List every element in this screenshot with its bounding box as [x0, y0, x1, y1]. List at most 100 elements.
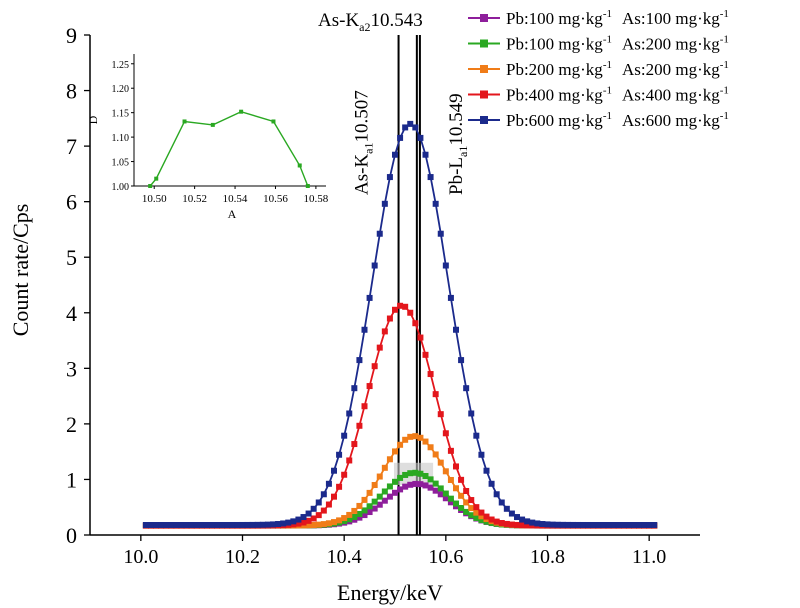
legend-entry: Pb:600 mg·kg-1 As:600 mg·kg-1 — [468, 110, 729, 130]
reference-label: As-Ka110.507 — [352, 90, 376, 195]
data-point — [453, 463, 459, 470]
data-point — [407, 120, 414, 127]
data-point — [371, 498, 378, 505]
data-point — [376, 501, 383, 508]
data-point — [315, 512, 322, 519]
data-point — [193, 521, 200, 528]
data-point — [153, 522, 160, 528]
data-point — [437, 230, 444, 237]
data-point — [188, 522, 195, 528]
inset-data-point — [182, 119, 187, 124]
data-point — [386, 315, 393, 322]
data-point — [503, 520, 510, 527]
legend-label: Pb:600 mg·kg-1 As:600 mg·kg-1 — [506, 110, 729, 130]
data-point — [290, 518, 297, 525]
data-point — [595, 521, 602, 528]
data-point — [585, 521, 592, 528]
data-point — [361, 403, 368, 410]
data-point — [386, 493, 393, 500]
legend-pb: Pb:100 mg·kg — [506, 9, 603, 28]
data-point — [142, 522, 149, 528]
legend-as: As:200 mg·kg — [622, 35, 720, 54]
legend-as: As:400 mg·kg — [622, 86, 720, 105]
x-tick-label: 10.8 — [530, 546, 565, 568]
data-point — [468, 410, 475, 417]
data-point — [437, 459, 444, 466]
data-point — [534, 520, 541, 527]
data-point — [539, 521, 546, 528]
data-point — [229, 521, 236, 528]
data-point — [341, 518, 348, 525]
data-point — [483, 513, 490, 520]
data-point — [392, 478, 398, 485]
data-point — [620, 521, 627, 528]
data-point — [275, 521, 282, 528]
data-point — [468, 512, 475, 519]
data-point — [412, 124, 419, 131]
x-tick-label: 10.6 — [428, 546, 463, 568]
x-axis-label: Energy/keV — [337, 580, 443, 605]
data-point — [295, 516, 302, 523]
data-point — [183, 522, 190, 528]
data-point — [381, 464, 388, 471]
legend-marker — [480, 116, 488, 124]
data-point — [325, 480, 332, 487]
data-point — [300, 519, 307, 526]
data-point — [178, 522, 185, 528]
reference-label: As-Ka210.543 — [318, 10, 423, 34]
data-point — [148, 522, 154, 528]
data-point — [488, 516, 495, 523]
inset-data-point — [148, 184, 153, 188]
data-point — [575, 521, 581, 528]
data-point — [463, 488, 470, 495]
main-axes: 10.0 10.2 10.4 10.6 10.8 11.0 0 1 2 3 4 5 6 7 8 9 — [66, 23, 700, 568]
data-point — [310, 505, 317, 512]
data-point — [168, 522, 175, 528]
data-point — [447, 499, 454, 506]
data-point — [381, 328, 388, 335]
legend-as: As:200 mg·kg — [622, 60, 720, 79]
data-point — [397, 441, 404, 448]
data-point — [447, 447, 454, 454]
data-point — [371, 262, 378, 269]
data-point — [336, 451, 343, 458]
data-point — [641, 522, 648, 528]
legend-entry: Pb:100 mg·kg-1 As:200 mg·kg-1 — [468, 34, 729, 54]
data-point — [615, 521, 622, 528]
data-point — [346, 410, 353, 417]
inset-x-axis-label: A — [228, 207, 237, 221]
inset-x-tick-label: 10.50 — [142, 193, 167, 205]
legend-unit-sup: -1 — [720, 34, 729, 46]
data-point — [305, 522, 312, 529]
data-point — [432, 391, 439, 398]
data-point — [458, 357, 465, 364]
data-point — [488, 480, 495, 487]
data-point — [442, 468, 449, 475]
data-point — [580, 521, 587, 528]
reference-label-main: As-K — [352, 154, 373, 195]
data-point — [214, 521, 221, 528]
data-point — [239, 521, 246, 528]
data-point — [524, 518, 531, 525]
data-point — [432, 480, 439, 487]
y-tick-label: 1 — [66, 467, 77, 492]
data-point — [473, 432, 480, 439]
data-point — [422, 438, 429, 445]
data-point — [244, 521, 251, 528]
legend-marker — [480, 14, 488, 22]
data-point — [422, 482, 429, 489]
data-point — [427, 444, 434, 451]
data-point — [437, 491, 444, 498]
series-layer — [142, 120, 658, 529]
data-point — [356, 514, 363, 521]
data-point — [554, 521, 561, 528]
legend-unit-sup: -1 — [720, 85, 729, 97]
data-point — [386, 483, 393, 490]
y-tick-label: 6 — [66, 190, 77, 215]
data-point — [564, 521, 571, 528]
data-point — [442, 262, 449, 269]
data-point — [331, 493, 337, 500]
reference-label-value: 10.507 — [352, 90, 373, 142]
data-point — [498, 499, 505, 506]
legend-unit-sup: -1 — [603, 85, 612, 97]
